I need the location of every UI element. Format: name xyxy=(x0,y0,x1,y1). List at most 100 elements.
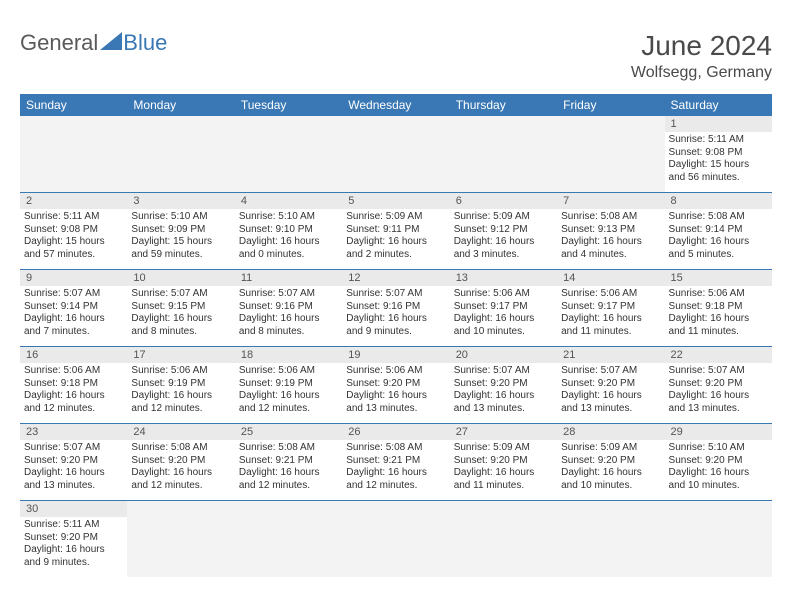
day-day2: and 12 minutes. xyxy=(346,480,445,493)
day-cell: Sunrise: 5:06 AMSunset: 9:17 PMDaylight:… xyxy=(557,286,664,346)
day-day2: and 7 minutes. xyxy=(24,326,123,339)
week-row: Sunrise: 5:11 AMSunset: 9:08 PMDaylight:… xyxy=(20,209,772,270)
day-sunset: Sunset: 9:19 PM xyxy=(239,378,338,391)
day-number: 4 xyxy=(235,193,342,209)
daynum-row: 1 xyxy=(20,116,772,132)
day-cell: Sunrise: 5:06 AMSunset: 9:18 PMDaylight:… xyxy=(20,363,127,423)
day-number: 20 xyxy=(450,347,557,363)
day-day2: and 12 minutes. xyxy=(131,403,230,416)
day-day2: and 11 minutes. xyxy=(454,480,553,493)
day-day2: and 12 minutes. xyxy=(24,403,123,416)
day-day2: and 10 minutes. xyxy=(454,326,553,339)
location: Wolfsegg, Germany xyxy=(631,64,772,82)
day-cell xyxy=(20,132,127,192)
day-sunrise: Sunrise: 5:07 AM xyxy=(131,288,230,301)
day-number: 9 xyxy=(20,270,127,286)
day-day1: Daylight: 16 hours xyxy=(669,313,768,326)
day-day2: and 11 minutes. xyxy=(561,326,660,339)
daynum-row: 16171819202122 xyxy=(20,347,772,363)
day-number xyxy=(342,501,449,517)
day-cell: Sunrise: 5:09 AMSunset: 9:12 PMDaylight:… xyxy=(450,209,557,269)
day-number: 15 xyxy=(665,270,772,286)
day-sunrise: Sunrise: 5:06 AM xyxy=(239,365,338,378)
day-number: 22 xyxy=(665,347,772,363)
day-number: 27 xyxy=(450,424,557,440)
day-day2: and 10 minutes. xyxy=(669,480,768,493)
day-cell: Sunrise: 5:10 AMSunset: 9:09 PMDaylight:… xyxy=(127,209,234,269)
day-cell: Sunrise: 5:07 AMSunset: 9:20 PMDaylight:… xyxy=(20,440,127,500)
day-cell: Sunrise: 5:06 AMSunset: 9:18 PMDaylight:… xyxy=(665,286,772,346)
day-sunset: Sunset: 9:16 PM xyxy=(239,301,338,314)
day-cell: Sunrise: 5:11 AMSunset: 9:20 PMDaylight:… xyxy=(20,517,127,577)
day-day1: Daylight: 16 hours xyxy=(239,390,338,403)
day-day2: and 9 minutes. xyxy=(24,557,123,570)
day-number: 12 xyxy=(342,270,449,286)
day-sunset: Sunset: 9:20 PM xyxy=(454,455,553,468)
day-day1: Daylight: 16 hours xyxy=(24,313,123,326)
day-sunset: Sunset: 9:08 PM xyxy=(669,147,768,160)
day-sunrise: Sunrise: 5:06 AM xyxy=(669,288,768,301)
day-day1: Daylight: 15 hours xyxy=(669,159,768,172)
day-day2: and 56 minutes. xyxy=(669,172,768,185)
day-day1: Daylight: 16 hours xyxy=(239,467,338,480)
day-sunset: Sunset: 9:20 PM xyxy=(561,455,660,468)
calendar: Sunday Monday Tuesday Wednesday Thursday… xyxy=(20,94,772,577)
week-row: Sunrise: 5:06 AMSunset: 9:18 PMDaylight:… xyxy=(20,363,772,424)
day-sunset: Sunset: 9:08 PM xyxy=(24,224,123,237)
day-number xyxy=(450,501,557,517)
day-number: 21 xyxy=(557,347,664,363)
day-number: 8 xyxy=(665,193,772,209)
day-number xyxy=(127,116,234,132)
day-sunset: Sunset: 9:21 PM xyxy=(239,455,338,468)
day-number: 6 xyxy=(450,193,557,209)
day-number: 30 xyxy=(20,501,127,517)
day-day2: and 12 minutes. xyxy=(131,480,230,493)
dow-sunday: Sunday xyxy=(20,94,127,116)
day-day1: Daylight: 16 hours xyxy=(561,313,660,326)
day-cell xyxy=(127,517,234,577)
day-sunrise: Sunrise: 5:07 AM xyxy=(24,288,123,301)
day-sunset: Sunset: 9:14 PM xyxy=(24,301,123,314)
day-sunset: Sunset: 9:13 PM xyxy=(561,224,660,237)
day-day2: and 13 minutes. xyxy=(561,403,660,416)
day-number: 24 xyxy=(127,424,234,440)
day-sunrise: Sunrise: 5:10 AM xyxy=(131,211,230,224)
dow-row: Sunday Monday Tuesday Wednesday Thursday… xyxy=(20,94,772,116)
day-sunset: Sunset: 9:17 PM xyxy=(561,301,660,314)
day-cell xyxy=(665,517,772,577)
day-cell xyxy=(557,517,664,577)
day-number: 3 xyxy=(127,193,234,209)
day-day2: and 9 minutes. xyxy=(346,326,445,339)
day-number: 14 xyxy=(557,270,664,286)
logo-triangle-icon xyxy=(100,30,122,56)
day-day1: Daylight: 16 hours xyxy=(346,467,445,480)
day-number: 25 xyxy=(235,424,342,440)
day-day2: and 0 minutes. xyxy=(239,249,338,262)
day-number: 13 xyxy=(450,270,557,286)
day-sunrise: Sunrise: 5:07 AM xyxy=(239,288,338,301)
day-cell xyxy=(235,132,342,192)
daynum-row: 2345678 xyxy=(20,193,772,209)
day-day2: and 8 minutes. xyxy=(131,326,230,339)
day-sunrise: Sunrise: 5:06 AM xyxy=(24,365,123,378)
day-day1: Daylight: 16 hours xyxy=(131,313,230,326)
day-sunset: Sunset: 9:18 PM xyxy=(24,378,123,391)
day-number xyxy=(450,116,557,132)
day-sunrise: Sunrise: 5:09 AM xyxy=(561,442,660,455)
day-number: 10 xyxy=(127,270,234,286)
day-sunset: Sunset: 9:21 PM xyxy=(346,455,445,468)
week-row: Sunrise: 5:11 AMSunset: 9:20 PMDaylight:… xyxy=(20,517,772,577)
day-number: 2 xyxy=(20,193,127,209)
weeks: 1Sunrise: 5:11 AMSunset: 9:08 PMDaylight… xyxy=(20,116,772,577)
day-sunset: Sunset: 9:10 PM xyxy=(239,224,338,237)
day-day2: and 59 minutes. xyxy=(131,249,230,262)
day-cell: Sunrise: 5:11 AMSunset: 9:08 PMDaylight:… xyxy=(665,132,772,192)
day-number: 23 xyxy=(20,424,127,440)
day-sunrise: Sunrise: 5:06 AM xyxy=(454,288,553,301)
day-cell: Sunrise: 5:07 AMSunset: 9:15 PMDaylight:… xyxy=(127,286,234,346)
day-sunset: Sunset: 9:20 PM xyxy=(561,378,660,391)
day-sunrise: Sunrise: 5:06 AM xyxy=(346,365,445,378)
day-sunrise: Sunrise: 5:08 AM xyxy=(346,442,445,455)
day-number xyxy=(127,501,234,517)
day-cell: Sunrise: 5:08 AMSunset: 9:13 PMDaylight:… xyxy=(557,209,664,269)
